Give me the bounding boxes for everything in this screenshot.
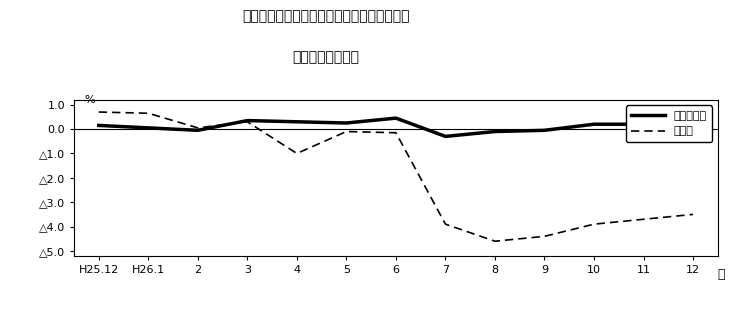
Text: 月: 月	[718, 268, 725, 281]
Legend: 調査産業計, 製造業: 調査産業計, 製造業	[626, 105, 712, 142]
Text: （規模５人以上）: （規模５人以上）	[292, 50, 359, 64]
Text: %: %	[84, 95, 95, 105]
Text: 第３図　常用雇用指数　対前年同月比の推移: 第３図 常用雇用指数 対前年同月比の推移	[242, 9, 409, 23]
